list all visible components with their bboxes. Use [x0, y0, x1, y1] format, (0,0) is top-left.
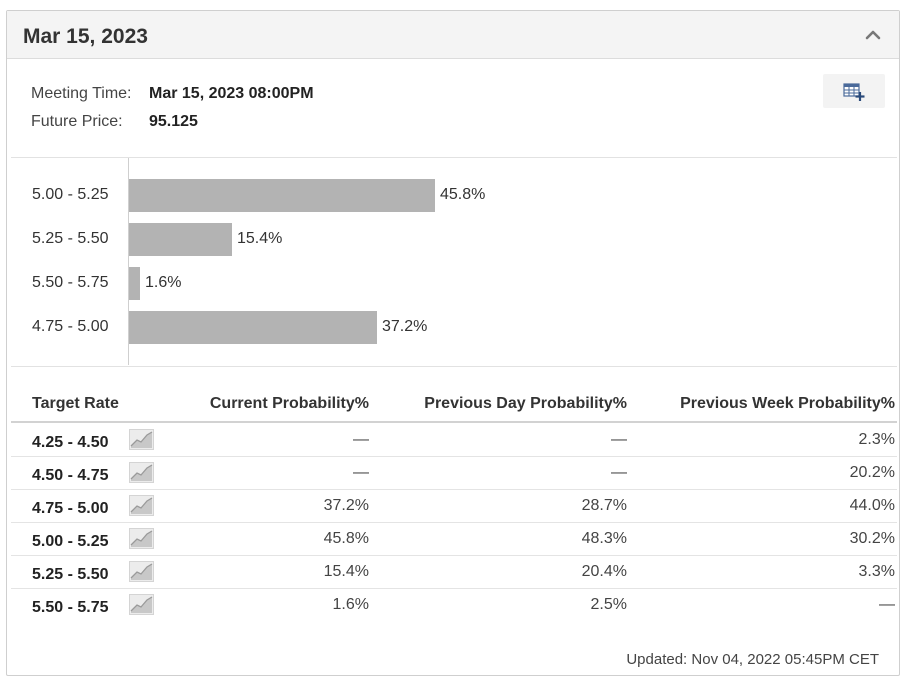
meeting-time-label: Meeting Time: — [31, 85, 132, 102]
table-header-line — [11, 421, 897, 423]
header-previous-day-probability: Previous Day Probability% — [424, 395, 627, 412]
add-table-button[interactable] — [823, 74, 885, 108]
panel-header[interactable]: Mar 15, 2023 — [7, 11, 899, 59]
row-current-probability: 15.4% — [323, 563, 369, 580]
table-add-icon — [843, 83, 865, 101]
row-previous-week-probability: 2.3% — [858, 431, 895, 448]
bar[interactable] — [129, 311, 377, 344]
line-chart-icon[interactable] — [129, 429, 154, 450]
row-target-rate: 4.75 - 5.00 — [32, 500, 109, 517]
row-current-probability: — — [353, 464, 369, 481]
chart-axis — [128, 158, 129, 365]
row-target-rate: 4.50 - 4.75 — [32, 467, 109, 484]
header-target-rate: Target Rate — [32, 395, 119, 412]
meeting-time-value: Mar 15, 2023 08:00PM — [149, 85, 314, 102]
bar[interactable] — [129, 223, 232, 256]
row-previous-day-probability: — — [611, 464, 627, 481]
line-chart-icon[interactable] — [129, 495, 154, 516]
row-previous-week-probability: — — [879, 596, 895, 613]
bar-label: 5.50 - 5.75 — [32, 274, 109, 291]
row-previous-week-probability: 3.3% — [858, 563, 895, 580]
bar-label: 5.00 - 5.25 — [32, 186, 109, 203]
updated-timestamp: Updated: Nov 04, 2022 05:45PM CET — [626, 651, 879, 668]
row-divider — [11, 555, 897, 556]
bar-label: 4.75 - 5.00 — [32, 318, 109, 335]
line-chart-icon[interactable] — [129, 561, 154, 582]
row-previous-day-probability: 48.3% — [581, 530, 627, 547]
bar-label: 5.25 - 5.50 — [32, 230, 109, 247]
bar-value-label: 45.8% — [440, 186, 486, 203]
chevron-up-icon[interactable] — [863, 25, 883, 45]
row-divider — [11, 489, 897, 490]
row-previous-day-probability: 20.4% — [581, 563, 627, 580]
header-previous-week-probability: Previous Week Probability% — [680, 395, 895, 412]
row-target-rate: 5.00 - 5.25 — [32, 533, 109, 550]
row-current-probability: — — [353, 431, 369, 448]
row-target-rate: 4.25 - 4.50 — [32, 434, 109, 451]
future-price-value: 95.125 — [149, 113, 198, 130]
meeting-panel: Mar 15, 2023 Meeting Time: Mar 15, 2023 … — [6, 10, 900, 676]
row-current-probability: 37.2% — [323, 497, 369, 514]
row-current-probability: 45.8% — [323, 530, 369, 547]
row-previous-day-probability: 2.5% — [590, 596, 627, 613]
row-current-probability: 1.6% — [332, 596, 369, 613]
line-chart-icon[interactable] — [129, 594, 154, 615]
panel-title: Mar 15, 2023 — [23, 25, 148, 48]
row-divider — [11, 522, 897, 523]
row-target-rate: 5.50 - 5.75 — [32, 599, 109, 616]
bar-value-label: 1.6% — [145, 274, 182, 291]
divider-top — [11, 157, 897, 158]
row-previous-week-probability: 20.2% — [849, 464, 895, 481]
bar[interactable] — [129, 267, 140, 300]
header-current-probability: Current Probability% — [209, 395, 369, 412]
future-price-label: Future Price: — [31, 113, 123, 130]
line-chart-icon[interactable] — [129, 528, 154, 549]
row-divider — [11, 588, 897, 589]
row-previous-week-probability: 30.2% — [849, 530, 895, 547]
row-previous-day-probability: — — [611, 431, 627, 448]
divider-chart — [11, 366, 897, 367]
row-divider — [11, 456, 897, 457]
line-chart-icon[interactable] — [129, 462, 154, 483]
bar[interactable] — [129, 179, 435, 212]
bar-value-label: 15.4% — [237, 230, 283, 247]
row-target-rate: 5.25 - 5.50 — [32, 566, 109, 583]
row-previous-week-probability: 44.0% — [849, 497, 895, 514]
bar-value-label: 37.2% — [382, 318, 428, 335]
row-previous-day-probability: 28.7% — [581, 497, 627, 514]
